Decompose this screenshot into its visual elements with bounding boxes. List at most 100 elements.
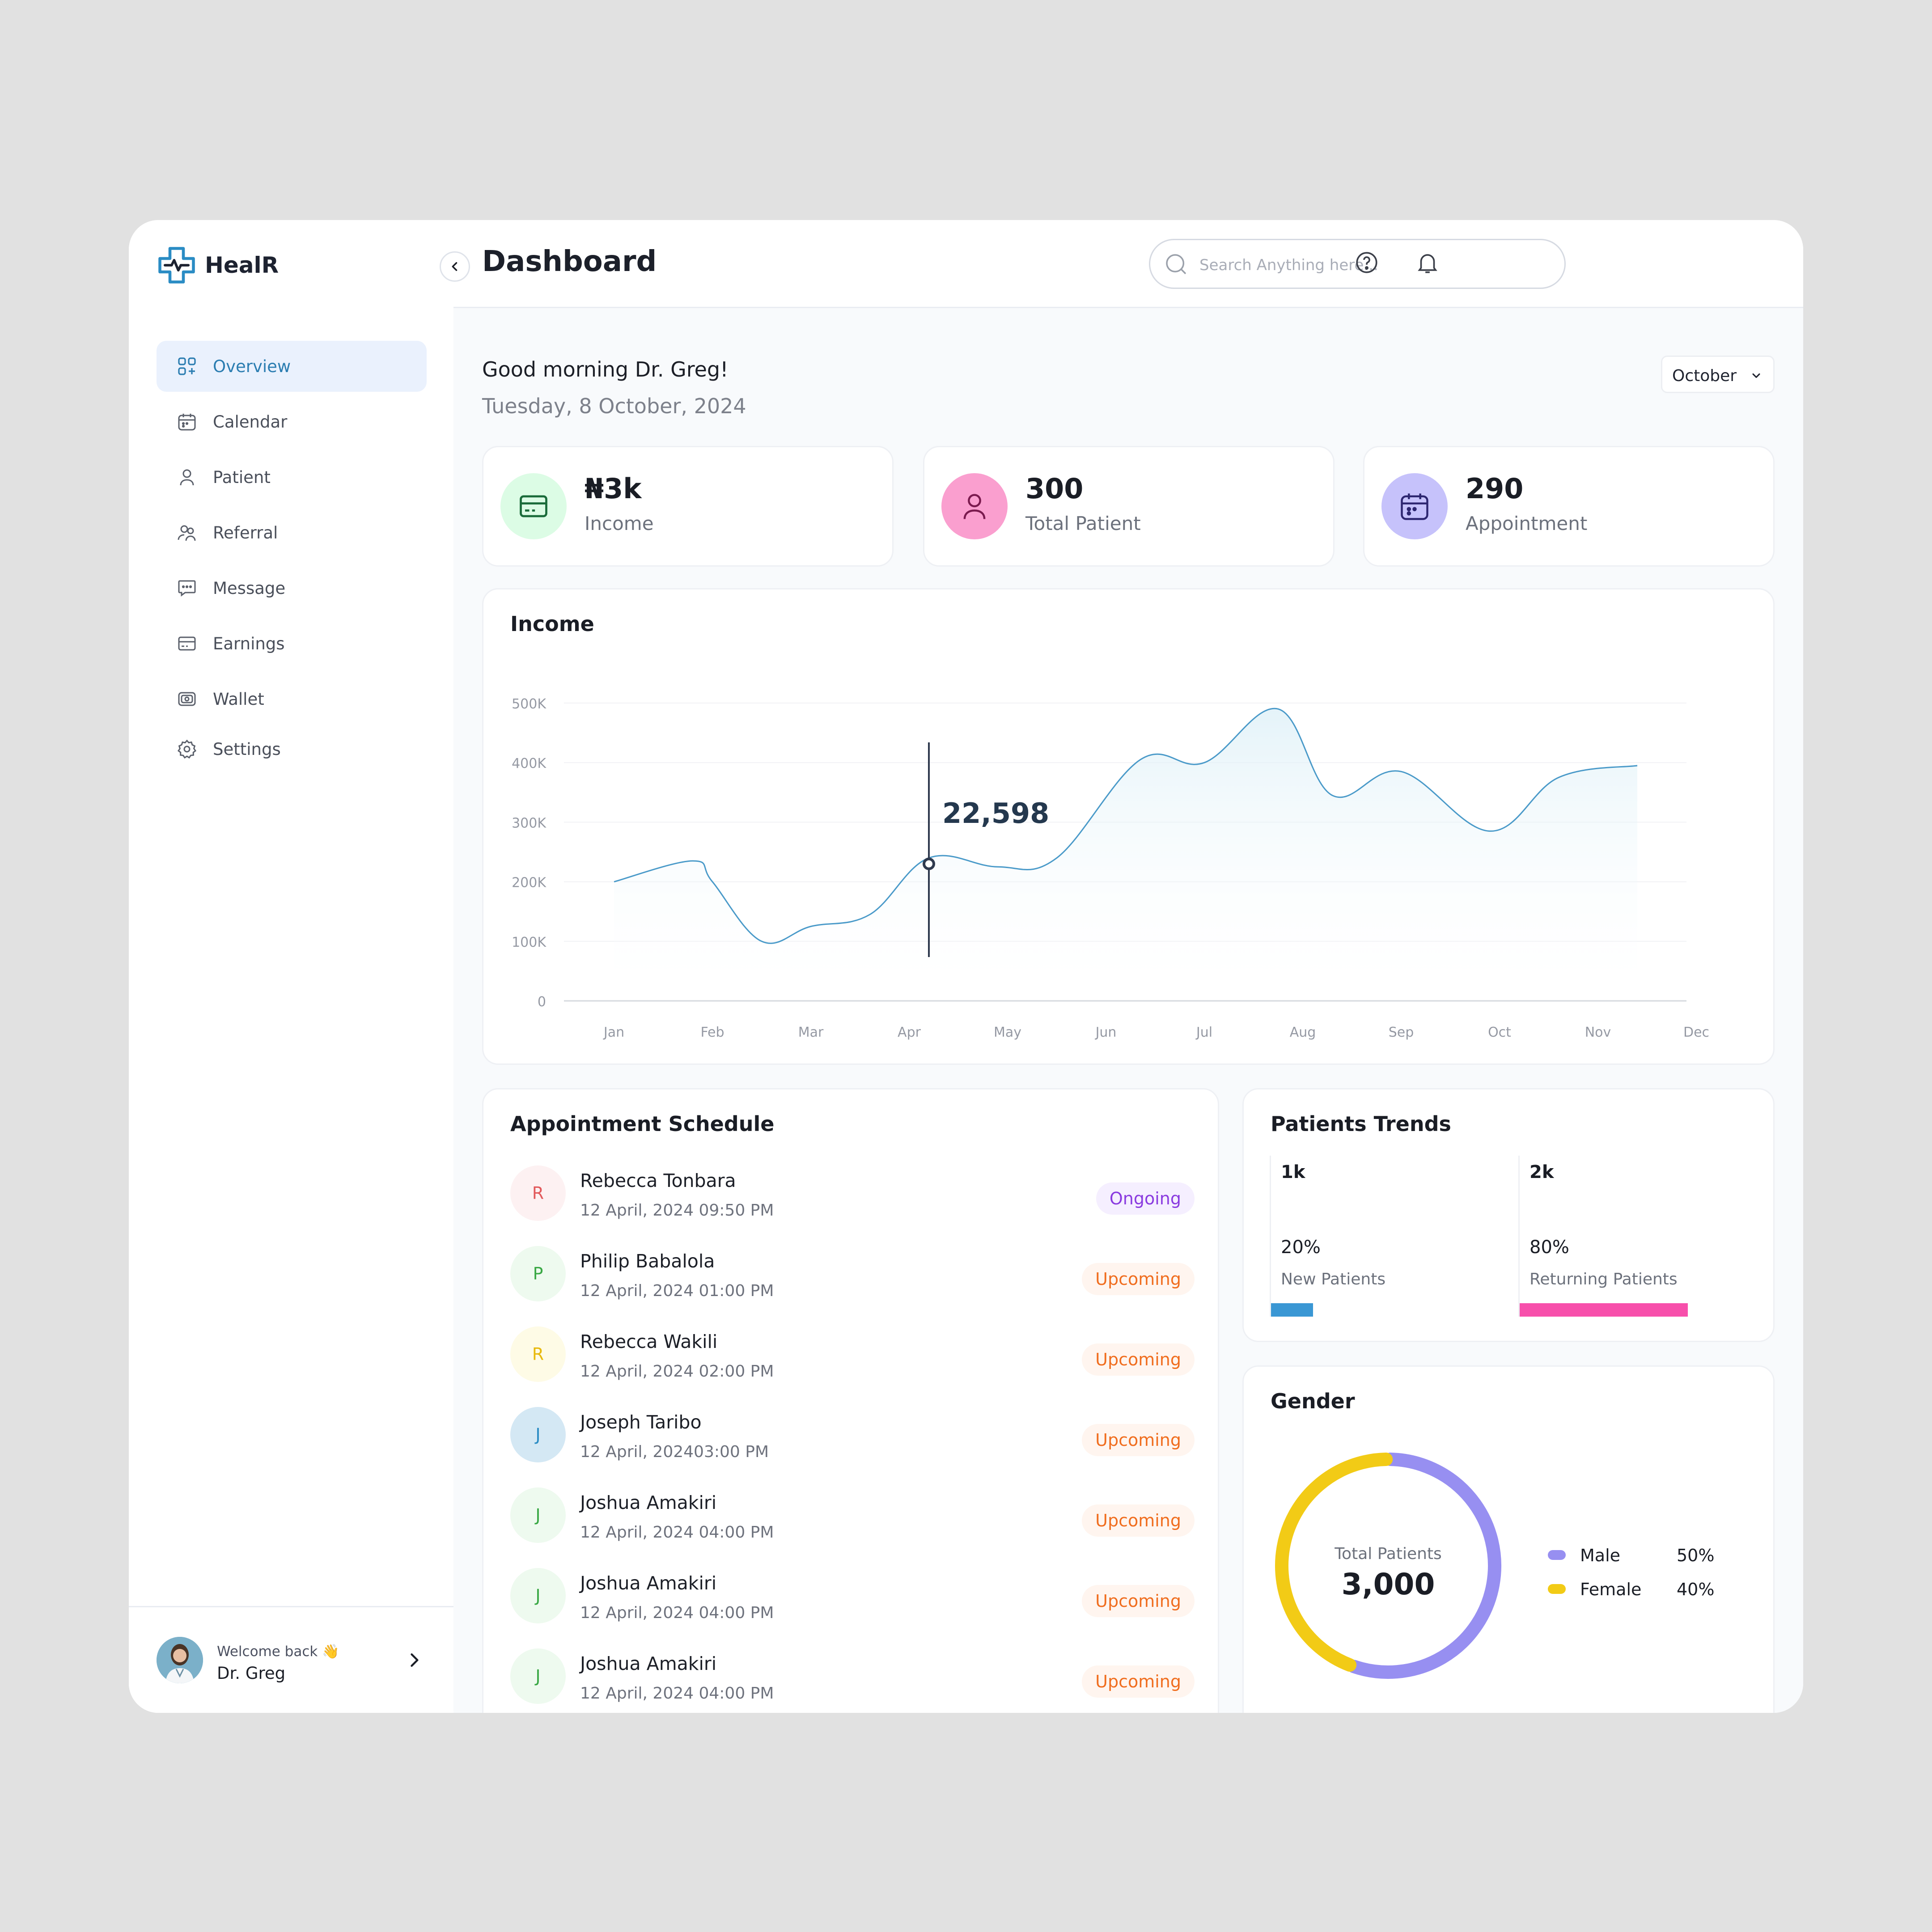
patients-trends-card: Patients Trends 1k 20% New Patients 2k 8…	[1242, 1088, 1775, 1342]
legend-swatch	[1548, 1584, 1566, 1594]
appointment-row[interactable]: R Rebecca Tonbara 12 April, 2024 09:50 PM O…	[510, 1165, 1195, 1237]
patient-initial-avatar: J	[510, 1487, 566, 1543]
greeting: Good morning Dr. Greg!	[482, 357, 729, 381]
help-icon[interactable]	[1354, 250, 1380, 275]
x-tick-label: Mar	[798, 1025, 824, 1040]
appointment-row[interactable]: J Joshua Amakiri 12 April, 2024 04:00 PM Up…	[510, 1568, 1195, 1640]
sidebar-item-referral[interactable]: Referral	[157, 507, 427, 558]
patients-trends-title: Patients Trends	[1271, 1112, 1451, 1136]
x-tick-label: Nov	[1585, 1025, 1611, 1040]
patient-name: Rebecca Wakili	[580, 1331, 718, 1352]
sidebar-item-wallet[interactable]: Wallet	[157, 674, 427, 724]
sidebar-item-label: Patient	[213, 467, 271, 487]
donut-slice-female	[1275, 1453, 1393, 1672]
patient-name: Rebecca Tonbara	[580, 1170, 736, 1191]
month-select[interactable]: October	[1661, 356, 1775, 393]
user-icon	[963, 494, 986, 519]
gear-icon	[177, 739, 197, 759]
main-content: Good morning Dr. Greg! Tuesday, 8 Octobe…	[453, 308, 1803, 1713]
y-tick-label: 200K	[512, 875, 547, 891]
sidebar-item-patient[interactable]: Patient	[157, 452, 427, 503]
trend-percent: 20%	[1281, 1237, 1321, 1258]
appointment-row[interactable]: J Joseph Taribo 12 April, 202403:00 PM Upc…	[510, 1407, 1195, 1479]
appointment-row[interactable]: J Joshua Amakiri 12 April, 2024 04:00 PM Up…	[510, 1487, 1195, 1559]
stat-card-total-patient: 300 Total Patient	[923, 446, 1335, 567]
calendar-icon	[178, 414, 196, 431]
income-series-line	[614, 708, 1638, 944]
sidebar-item-label: Message	[213, 578, 286, 598]
status-badge: Ongoing	[1096, 1182, 1195, 1215]
x-tick-label: May	[994, 1025, 1021, 1040]
legend-female: Female 40%	[1548, 1576, 1736, 1603]
patient-name: Philip Babalola	[580, 1250, 715, 1272]
y-tick-label: 300K	[512, 815, 547, 831]
status-badge: Upcoming	[1082, 1424, 1195, 1456]
sidebar-item-settings[interactable]: Settings	[157, 724, 427, 775]
stat-card-appointment: 290 Appointment	[1363, 446, 1775, 567]
x-tick-label: Apr	[898, 1025, 921, 1040]
month-value: October	[1672, 367, 1737, 385]
appointment-schedule-title: Appointment Schedule	[510, 1112, 775, 1136]
status-badge: Upcoming	[1082, 1504, 1195, 1537]
grid-icon	[178, 357, 196, 375]
legend-name: Female	[1580, 1580, 1642, 1599]
trend-returning-patients: 2k 80% Returning Patients	[1518, 1156, 1752, 1317]
logo[interactable]: HealR	[157, 245, 279, 285]
appointment-row[interactable]: P Philip Babalola 12 April, 2024 01:00 PM U…	[510, 1246, 1195, 1318]
sidebar: HealR Overview Calendar Patient Referral	[129, 220, 455, 1713]
sidebar-item-label: Overview	[213, 356, 291, 376]
income-area	[614, 708, 1637, 1001]
avatar	[157, 1637, 203, 1683]
stat-value: ₦3k	[585, 472, 642, 505]
appointment-time: 12 April, 2024 04:00 PM	[580, 1604, 774, 1622]
gender-title: Gender	[1271, 1389, 1355, 1413]
sidebar-item-label: Wallet	[213, 689, 264, 709]
chevron-right-icon[interactable]	[404, 1650, 424, 1670]
sidebar-item-message[interactable]: Message	[157, 563, 427, 614]
stat-icon-circle	[1381, 473, 1448, 539]
status-badge: Upcoming	[1082, 1343, 1195, 1376]
appointment-time: 12 April, 2024 04:00 PM	[580, 1684, 774, 1703]
bell-icon[interactable]	[1415, 250, 1441, 275]
patient-initial-avatar: R	[510, 1165, 566, 1221]
current-date: Tuesday, 8 October, 2024	[482, 394, 746, 418]
appointment-row[interactable]: R Rebecca Wakili 12 April, 2024 02:00 PM Up…	[510, 1326, 1195, 1398]
collapse-sidebar-button[interactable]	[440, 251, 470, 282]
appointment-row[interactable]: J Joshua Amakiri 12 April, 2024 04:00 PM Up…	[510, 1648, 1195, 1713]
chevron-down-icon	[1752, 373, 1760, 378]
trend-count: 1k	[1281, 1162, 1305, 1182]
sidebar-item-overview[interactable]: Overview	[157, 341, 427, 392]
sidebar-item-label: Referral	[213, 523, 278, 542]
app-name: HealR	[205, 252, 279, 278]
trend-percent: 80%	[1530, 1237, 1569, 1258]
sidebar-item-earnings[interactable]: Earnings	[157, 618, 427, 669]
trend-count: 2k	[1530, 1162, 1554, 1182]
legend-percent: 40%	[1677, 1580, 1715, 1599]
user-profile[interactable]: Welcome back 👋 Dr. Greg	[129, 1606, 453, 1713]
sidebar-nav: Overview Calendar Patient Referral Messa…	[157, 341, 427, 779]
patient-initial-avatar: J	[510, 1648, 566, 1704]
stat-label: Appointment	[1466, 513, 1588, 534]
trend-bar	[1271, 1303, 1313, 1317]
sidebar-item-label: Earnings	[213, 634, 285, 653]
top-bar: Dashboard Search Anything here...	[453, 220, 1803, 308]
stat-icon-circle	[941, 473, 1008, 539]
patient-name: Joshua Amakiri	[580, 1492, 717, 1513]
sidebar-item-calendar[interactable]: Calendar	[157, 396, 427, 447]
hover-value-label: 22,598	[942, 797, 1049, 830]
stat-label: Total Patient	[1025, 513, 1141, 534]
user-name: Dr. Greg	[217, 1664, 286, 1683]
x-tick-label: Jul	[1195, 1025, 1212, 1040]
patient-name: Joshua Amakiri	[580, 1572, 717, 1594]
sidebar-item-label: Settings	[213, 739, 281, 759]
welcome-text: Welcome back 👋	[217, 1644, 339, 1660]
appointment-time: 12 April, 2024 02:00 PM	[580, 1362, 774, 1381]
income-line-chart[interactable]: 0 100K 200K 300K 400K 500K Jan Feb Mar Apr May Jun J…	[483, 589, 1773, 1063]
y-tick-label: 500K	[512, 696, 547, 712]
logo-icon	[158, 247, 195, 284]
appointment-time: 12 April, 2024 09:50 PM	[580, 1201, 774, 1220]
stat-label: Income	[585, 513, 654, 534]
x-tick-label: Oct	[1488, 1025, 1511, 1040]
search-placeholder: Search Anything here...	[1199, 256, 1378, 274]
y-tick-label: 0	[538, 994, 546, 1010]
